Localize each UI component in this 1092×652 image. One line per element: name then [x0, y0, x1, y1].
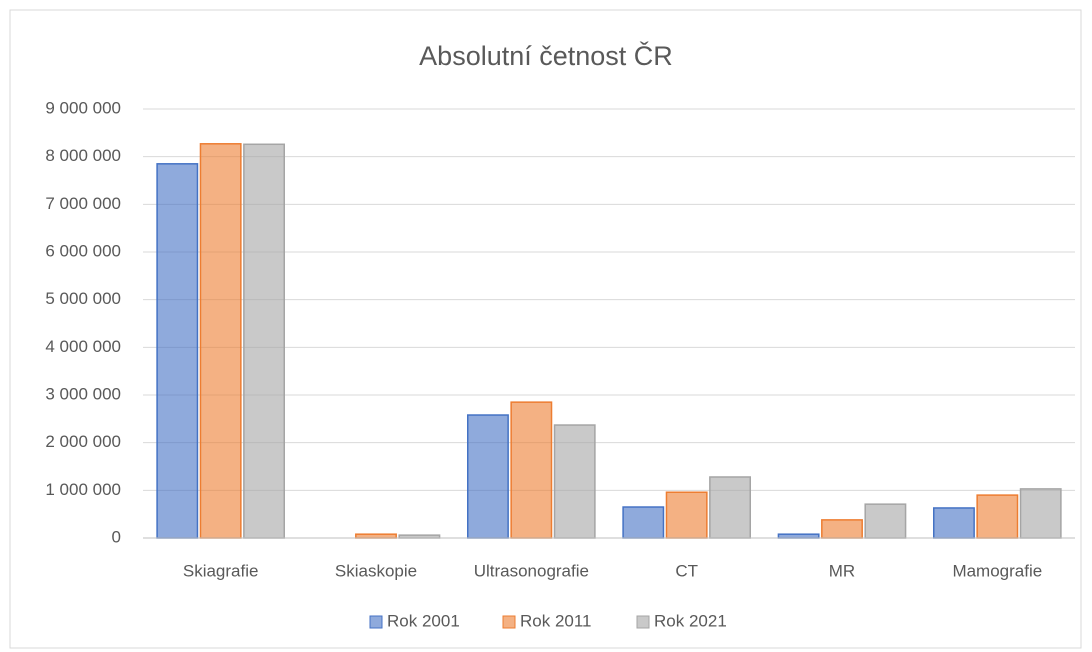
bar — [467, 414, 509, 539]
legend-label: Rok 2001 — [387, 611, 460, 630]
x-tick-label: MR — [829, 561, 855, 580]
y-tick-label: 2 000 000 — [45, 432, 121, 451]
bar — [355, 533, 397, 539]
bar — [821, 519, 863, 539]
bar — [553, 424, 596, 539]
y-tick-label: 4 000 000 — [45, 337, 121, 356]
x-tick-label: Mamografie — [952, 561, 1042, 580]
chart-title: Absolutní četnost ČR — [419, 40, 673, 71]
legend-label: Rok 2021 — [654, 611, 727, 630]
x-tick-label: Skiaskopie — [335, 561, 417, 580]
bar — [199, 143, 242, 539]
bar — [622, 506, 665, 539]
bar — [976, 494, 1019, 539]
legend-swatch — [502, 615, 516, 629]
bar — [510, 401, 553, 539]
bar — [709, 476, 751, 539]
bar — [665, 491, 708, 539]
y-tick-label: 9 000 000 — [45, 98, 121, 117]
legend-label: Rok 2011 — [520, 611, 592, 630]
bar — [864, 503, 907, 539]
x-tick-label: CT — [675, 561, 698, 580]
bar — [243, 143, 285, 539]
y-tick-label: 1 000 000 — [45, 480, 121, 499]
y-tick-label: 6 000 000 — [45, 241, 121, 260]
legend-swatch — [369, 615, 383, 629]
bar — [777, 533, 820, 539]
legend-swatch — [636, 615, 650, 629]
y-tick-label: 5 000 000 — [45, 289, 121, 308]
y-tick-label: 7 000 000 — [45, 194, 121, 213]
bar — [933, 507, 975, 539]
x-tick-label: Skiagrafie — [183, 561, 259, 580]
y-tick-label: 3 000 000 — [45, 384, 121, 403]
y-tick-label: 0 — [112, 527, 121, 546]
bar — [1019, 488, 1062, 539]
y-tick-label: 8 000 000 — [45, 146, 121, 165]
x-tick-label: Ultrasonografie — [474, 561, 589, 580]
bar — [156, 163, 199, 539]
